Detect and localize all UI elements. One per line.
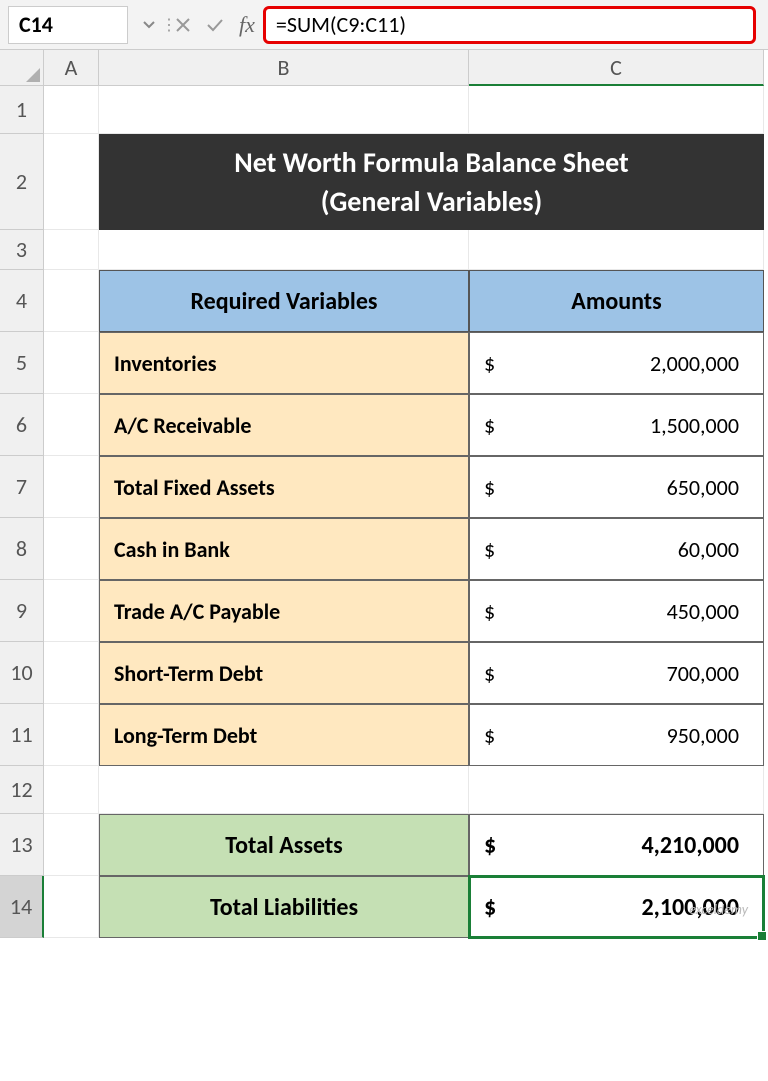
currency-symbol: $ [470,474,516,501]
variable-label[interactable]: Total Fixed Assets [99,456,469,518]
title-banner[interactable]: Net Worth Formula Balance Sheet (General… [99,134,764,230]
variable-label[interactable]: Cash in Bank [99,518,469,580]
cell[interactable] [44,270,99,332]
select-all-corner[interactable] [0,50,44,86]
cell[interactable] [99,230,469,270]
currency-symbol: $ [470,831,516,860]
row-header-7[interactable]: 7 [0,456,44,518]
row-header-1[interactable]: 1 [0,86,44,134]
enter-button[interactable] [199,6,231,44]
amount-cell[interactable]: $700,000 [469,642,764,704]
chevron-down-icon [143,21,155,29]
variable-label[interactable]: Short-Term Debt [99,642,469,704]
cell[interactable] [44,642,99,704]
cell[interactable] [44,876,99,938]
cell[interactable] [44,814,99,876]
variable-label[interactable]: A/C Receivable [99,394,469,456]
row-header-10[interactable]: 10 [0,642,44,704]
currency-symbol: $ [470,893,516,922]
cell[interactable] [99,766,469,814]
header-variables[interactable]: Required Variables [99,270,469,332]
currency-symbol: $ [470,350,516,377]
amount-value: 60,000 [516,536,763,563]
amount-cell[interactable]: $1,500,000 [469,394,764,456]
column-header-row: A B C [0,50,768,86]
row-header-4[interactable]: 4 [0,270,44,332]
row-header-5[interactable]: 5 [0,332,44,394]
grid: Net Worth Formula Balance Sheet (General… [44,86,768,938]
name-box-dropdown[interactable] [136,6,161,44]
amount-cell[interactable]: $60,000 [469,518,764,580]
variable-label[interactable]: Trade A/C Payable [99,580,469,642]
fx-button[interactable]: fx [231,12,263,38]
row-header-12[interactable]: 12 [0,766,44,814]
cell[interactable] [44,230,99,270]
cell[interactable] [44,456,99,518]
formula-bar: C14 ⋮ fx =SUM(C9:C11) [0,0,768,50]
cell[interactable] [99,86,469,134]
amount-value: 950,000 [516,722,763,749]
check-icon [206,18,224,32]
row-header-13[interactable]: 13 [0,814,44,876]
cell[interactable] [44,766,99,814]
amount-value: 650,000 [516,474,763,501]
watermark: exceldemy [689,901,748,918]
cancel-button[interactable] [167,6,199,44]
row-header-3[interactable]: 3 [0,230,44,270]
cell[interactable] [44,134,99,230]
amount-value: 450,000 [516,598,763,625]
currency-symbol: $ [470,722,516,749]
row-header-6[interactable]: 6 [0,394,44,456]
cell[interactable] [44,394,99,456]
row-header-2[interactable]: 2 [0,134,44,230]
cell[interactable] [44,86,99,134]
currency-symbol: $ [470,536,516,563]
cell[interactable] [44,518,99,580]
currency-symbol: $ [470,598,516,625]
sheet-body: 1 2 3 4 5 6 7 8 9 10 11 12 13 14 Net Wor… [0,86,768,938]
amount-cell[interactable]: $650,000 [469,456,764,518]
total-label[interactable]: Total Assets [99,814,469,876]
title-line1: Net Worth Formula Balance Sheet [234,143,628,182]
variable-label[interactable]: Inventories [99,332,469,394]
total-amount-cell[interactable]: $4,210,000 [469,814,764,876]
formula-input[interactable]: =SUM(C9:C11) [263,6,756,44]
cell-reference: C14 [19,11,53,38]
name-box[interactable]: C14 [8,6,128,44]
formula-text: =SUM(C9:C11) [276,11,406,38]
cell[interactable] [44,580,99,642]
variable-label[interactable]: Long-Term Debt [99,704,469,766]
amount-cell[interactable]: $950,000 [469,704,764,766]
amount-value: 2,000,000 [516,350,763,377]
total-value: 4,210,000 [516,831,763,860]
cell[interactable] [44,704,99,766]
row-header-8[interactable]: 8 [0,518,44,580]
amount-cell[interactable]: $2,000,000 [469,332,764,394]
row-headers: 1 2 3 4 5 6 7 8 9 10 11 12 13 14 [0,86,44,938]
close-icon [175,17,191,33]
amount-cell[interactable]: $450,000 [469,580,764,642]
row-header-9[interactable]: 9 [0,580,44,642]
amount-value: 700,000 [516,660,763,687]
amount-value: 1,500,000 [516,412,763,439]
cell[interactable] [469,86,764,134]
currency-symbol: $ [470,660,516,687]
col-header-B[interactable]: B [99,50,469,86]
row-header-14[interactable]: 14 [0,876,44,938]
cell[interactable] [44,332,99,394]
currency-symbol: $ [470,412,516,439]
header-amounts[interactable]: Amounts [469,270,764,332]
total-label[interactable]: Total Liabilities [99,876,469,938]
row-header-11[interactable]: 11 [0,704,44,766]
col-header-A[interactable]: A [44,50,99,86]
col-header-C[interactable]: C [469,50,764,86]
cell[interactable] [469,766,764,814]
title-line2: (General Variables) [321,182,543,221]
cell[interactable] [469,230,764,270]
